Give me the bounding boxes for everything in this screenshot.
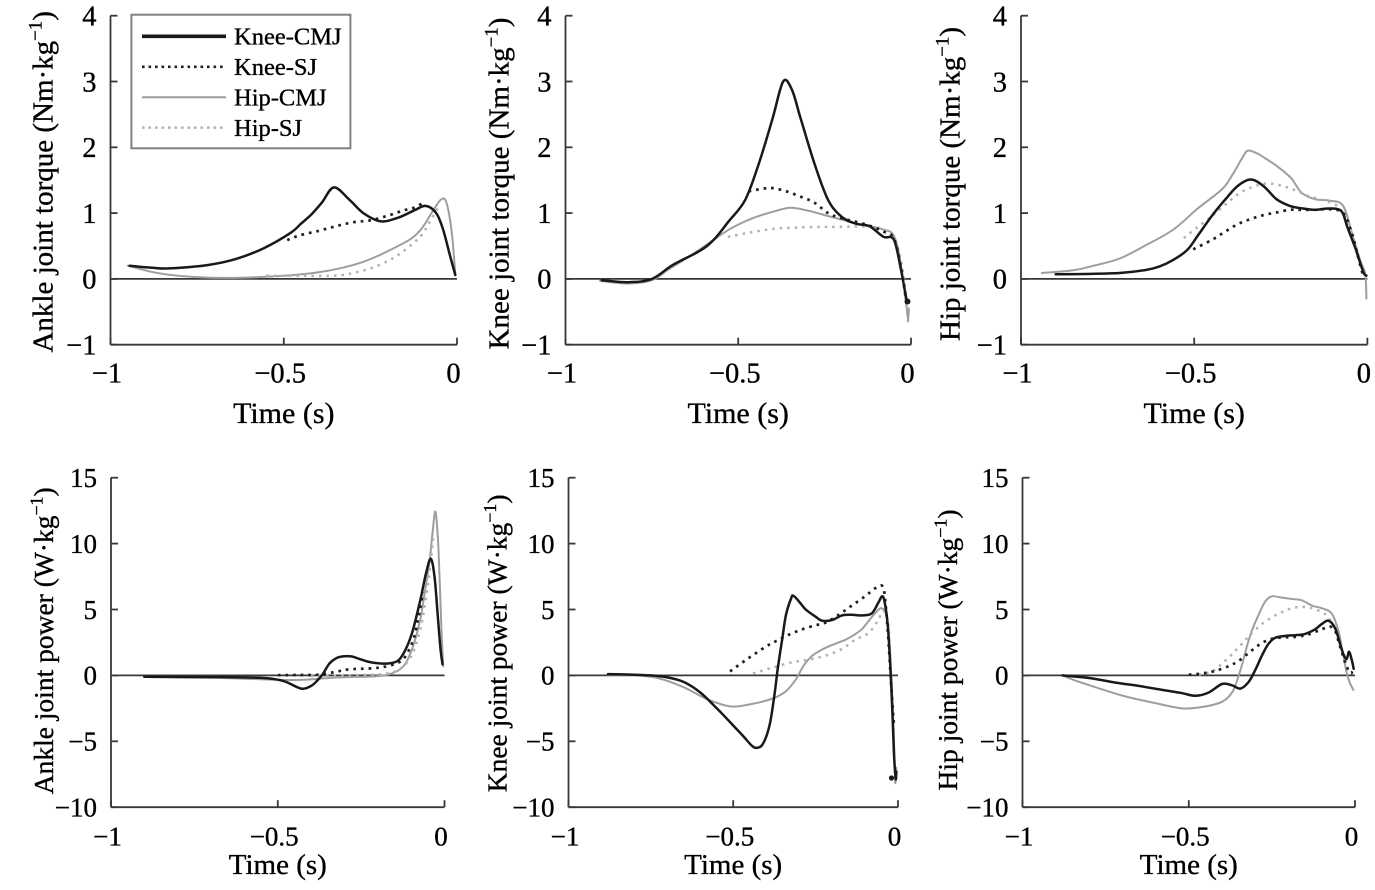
svg-text:−0.5: −0.5 (1165, 359, 1217, 390)
svg-text:1: 1 (993, 199, 1007, 230)
svg-text:Hip joint power (W·kg−1): Hip joint power (W·kg−1) (931, 509, 963, 790)
svg-text:5: 5 (995, 595, 1009, 625)
svg-text:−10: −10 (966, 793, 1008, 823)
svg-text:−5: −5 (68, 727, 97, 757)
svg-text:0: 0 (1357, 359, 1371, 390)
svg-text:2: 2 (993, 133, 1007, 164)
svg-text:15: 15 (982, 463, 1009, 493)
svg-text:−1: −1 (93, 822, 122, 852)
svg-text:Knee-SJ: Knee-SJ (234, 54, 317, 81)
svg-text:−0.5: −0.5 (250, 822, 299, 852)
svg-text:Time (s): Time (s) (229, 849, 327, 881)
svg-text:−0.5: −0.5 (709, 359, 761, 390)
svg-text:15: 15 (528, 463, 555, 493)
svg-text:5: 5 (84, 595, 98, 625)
svg-text:−1: −1 (1005, 822, 1034, 852)
svg-text:0: 0 (446, 359, 460, 390)
svg-text:Time (s): Time (s) (1143, 397, 1244, 430)
svg-text:−10: −10 (55, 793, 97, 823)
svg-text:−10: −10 (512, 793, 554, 823)
svg-text:Hip joint torque (Nm·kg−1): Hip joint torque (Nm·kg−1) (933, 27, 967, 341)
svg-text:−5: −5 (526, 727, 555, 757)
svg-text:Time (s): Time (s) (684, 849, 782, 881)
svg-text:−0.5: −0.5 (254, 359, 306, 390)
svg-text:−1: −1 (1002, 359, 1032, 390)
svg-text:Ankle joint power (W·kg−1): Ankle joint power (W·kg−1) (27, 487, 59, 794)
svg-text:0: 0 (84, 661, 98, 691)
svg-text:Hip-CMJ: Hip-CMJ (234, 85, 327, 112)
svg-text:10: 10 (528, 529, 555, 559)
svg-text:Knee joint power (W·kg−1): Knee joint power (W·kg−1) (480, 495, 512, 793)
svg-text:−1: −1 (547, 359, 577, 390)
svg-text:−1: −1 (521, 331, 551, 362)
svg-text:Time (s): Time (s) (233, 397, 334, 430)
svg-text:0: 0 (434, 822, 448, 852)
svg-text:1: 1 (82, 199, 96, 230)
svg-text:4: 4 (993, 2, 1007, 33)
svg-text:3: 3 (82, 67, 96, 98)
svg-text:3: 3 (993, 67, 1007, 98)
svg-text:Hip-SJ: Hip-SJ (234, 115, 303, 142)
svg-text:0: 0 (995, 661, 1009, 691)
svg-text:−1: −1 (66, 331, 96, 362)
svg-text:Time (s): Time (s) (687, 397, 788, 430)
svg-text:4: 4 (82, 2, 96, 33)
svg-text:10: 10 (982, 529, 1009, 559)
svg-text:Time (s): Time (s) (1140, 849, 1238, 881)
svg-text:Knee-CMJ: Knee-CMJ (234, 24, 342, 51)
svg-text:0: 0 (900, 359, 914, 390)
svg-text:0: 0 (1345, 822, 1359, 852)
svg-text:4: 4 (537, 2, 551, 33)
svg-text:Knee joint torque (Nm·kg−1): Knee joint torque (Nm·kg−1) (482, 18, 516, 350)
svg-text:1: 1 (537, 199, 551, 230)
svg-text:Ankle joint torque (Nm·kg−1): Ankle joint torque (Nm·kg−1) (26, 11, 60, 352)
svg-text:−1: −1 (92, 359, 122, 390)
svg-text:2: 2 (82, 133, 96, 164)
svg-text:0: 0 (993, 265, 1007, 296)
svg-text:5: 5 (541, 595, 555, 625)
svg-text:−0.5: −0.5 (705, 822, 754, 852)
svg-text:−5: −5 (980, 727, 1009, 757)
svg-text:−1: −1 (551, 822, 580, 852)
svg-text:3: 3 (537, 67, 551, 98)
svg-text:0: 0 (537, 265, 551, 296)
svg-text:0: 0 (888, 822, 902, 852)
svg-text:15: 15 (70, 463, 97, 493)
svg-text:10: 10 (70, 529, 97, 559)
svg-text:−0.5: −0.5 (1161, 822, 1210, 852)
svg-text:−1: −1 (977, 331, 1007, 362)
svg-text:0: 0 (541, 661, 555, 691)
svg-text:2: 2 (537, 133, 551, 164)
svg-text:0: 0 (82, 265, 96, 296)
